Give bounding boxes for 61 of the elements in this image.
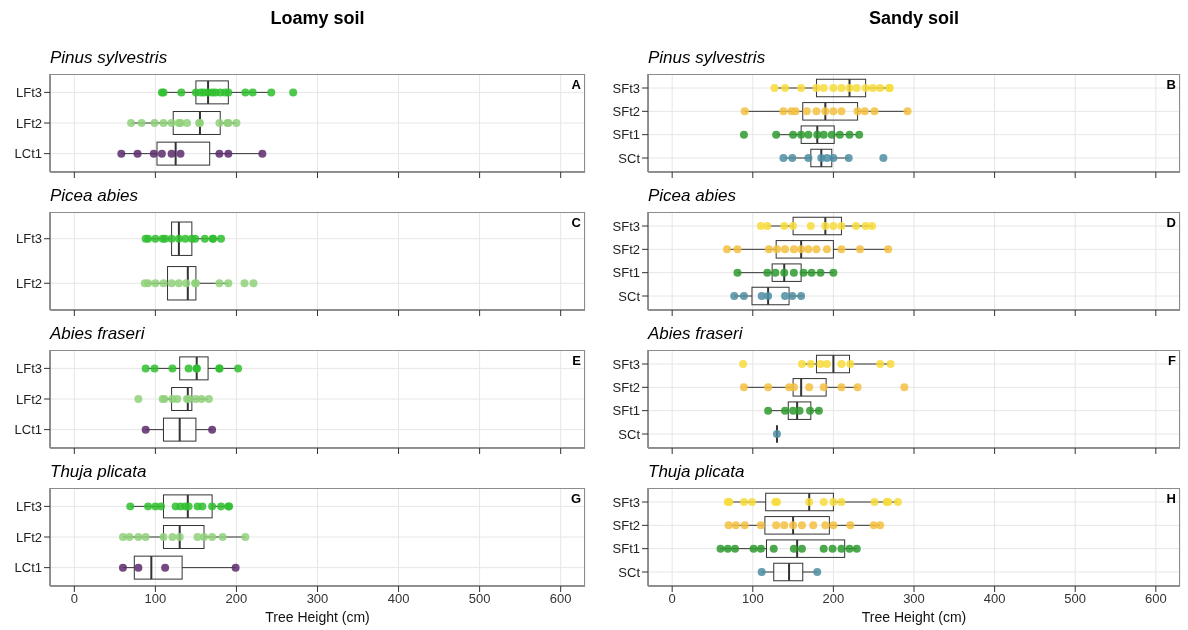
- y-tick-label: SCt: [618, 288, 641, 304]
- x-tick-label: 400: [387, 591, 410, 607]
- chart-title: Loamy soil: [269, 8, 366, 29]
- y-tick-label: LCt1: [14, 422, 42, 438]
- chart-subtitle: Pinus sylvestris: [648, 48, 766, 68]
- x-tick-label: 100: [741, 591, 764, 607]
- chart-subtitle: Abies fraseri: [648, 324, 743, 344]
- y-tick-label: SFt2: [612, 379, 640, 395]
- annotation: H: [1165, 491, 1176, 506]
- x-tick-label: 400: [983, 591, 1006, 607]
- y-tick-label: SFt3: [612, 80, 640, 96]
- y-tick-label: SFt1: [612, 127, 640, 143]
- y-tick-label: SFt3: [612, 218, 640, 234]
- y-tick-label: LFt2: [15, 391, 42, 407]
- chart-subtitle: Picea abies: [50, 186, 138, 206]
- x-tick-label: 0: [668, 591, 676, 607]
- chart-subtitle: Thuja plicata: [648, 462, 745, 482]
- x-tick-label: 0: [70, 591, 78, 607]
- annotation: A: [570, 77, 581, 92]
- y-tick-label: SFt3: [612, 356, 640, 372]
- x-tick-label: 300: [306, 591, 329, 607]
- x-axis-title: Tree Height (cm): [861, 609, 967, 625]
- y-tick-label: SCt: [618, 426, 641, 442]
- annotation: B: [1165, 77, 1176, 92]
- x-tick-label: 500: [1064, 591, 1087, 607]
- annotation: G: [569, 491, 581, 506]
- annotation: F: [1167, 353, 1176, 368]
- x-tick-label: 100: [144, 591, 167, 607]
- y-tick-label: SFt3: [612, 494, 640, 510]
- chart-subtitle: Pinus sylvestris: [50, 48, 168, 68]
- x-tick-label: 200: [822, 591, 845, 607]
- annotation: D: [1165, 215, 1176, 230]
- y-tick-label: SFt2: [612, 241, 640, 257]
- y-tick-label: LFt3: [15, 84, 42, 100]
- chart-subtitle: Picea abies: [648, 186, 736, 206]
- annotation: C: [570, 215, 581, 230]
- y-tick-label: LFt3: [15, 231, 42, 247]
- y-tick-label: SFt2: [612, 103, 640, 119]
- annotation: E: [571, 353, 581, 368]
- y-tick-label: LFt2: [15, 529, 42, 545]
- y-tick-label: LFt2: [15, 115, 42, 131]
- y-tick-label: LFt2: [15, 275, 42, 291]
- y-tick-label: SCt: [618, 564, 641, 580]
- y-tick-label: SFt1: [612, 403, 640, 419]
- y-tick-label: SFt1: [612, 265, 640, 281]
- y-tick-label: SFt2: [612, 517, 640, 533]
- y-tick-label: LFt3: [15, 498, 42, 514]
- x-axis-title: Tree Height (cm): [265, 609, 370, 625]
- x-tick-label: 600: [1144, 591, 1167, 607]
- y-tick-label: SFt1: [612, 541, 640, 557]
- y-tick-label: LFt3: [15, 360, 42, 376]
- chart-subtitle: Abies fraseri: [50, 324, 145, 344]
- chart-title: Sandy soil: [868, 8, 960, 29]
- y-tick-label: SCt: [618, 150, 641, 166]
- chart-subtitle: Thuja plicata: [50, 462, 147, 482]
- y-tick-label: LCt1: [14, 560, 42, 576]
- x-tick-label: 500: [468, 591, 491, 607]
- x-tick-label: 200: [225, 591, 248, 607]
- y-tick-label: LCt1: [14, 146, 42, 162]
- x-tick-label: 300: [903, 591, 925, 607]
- x-tick-label: 600: [549, 591, 572, 607]
